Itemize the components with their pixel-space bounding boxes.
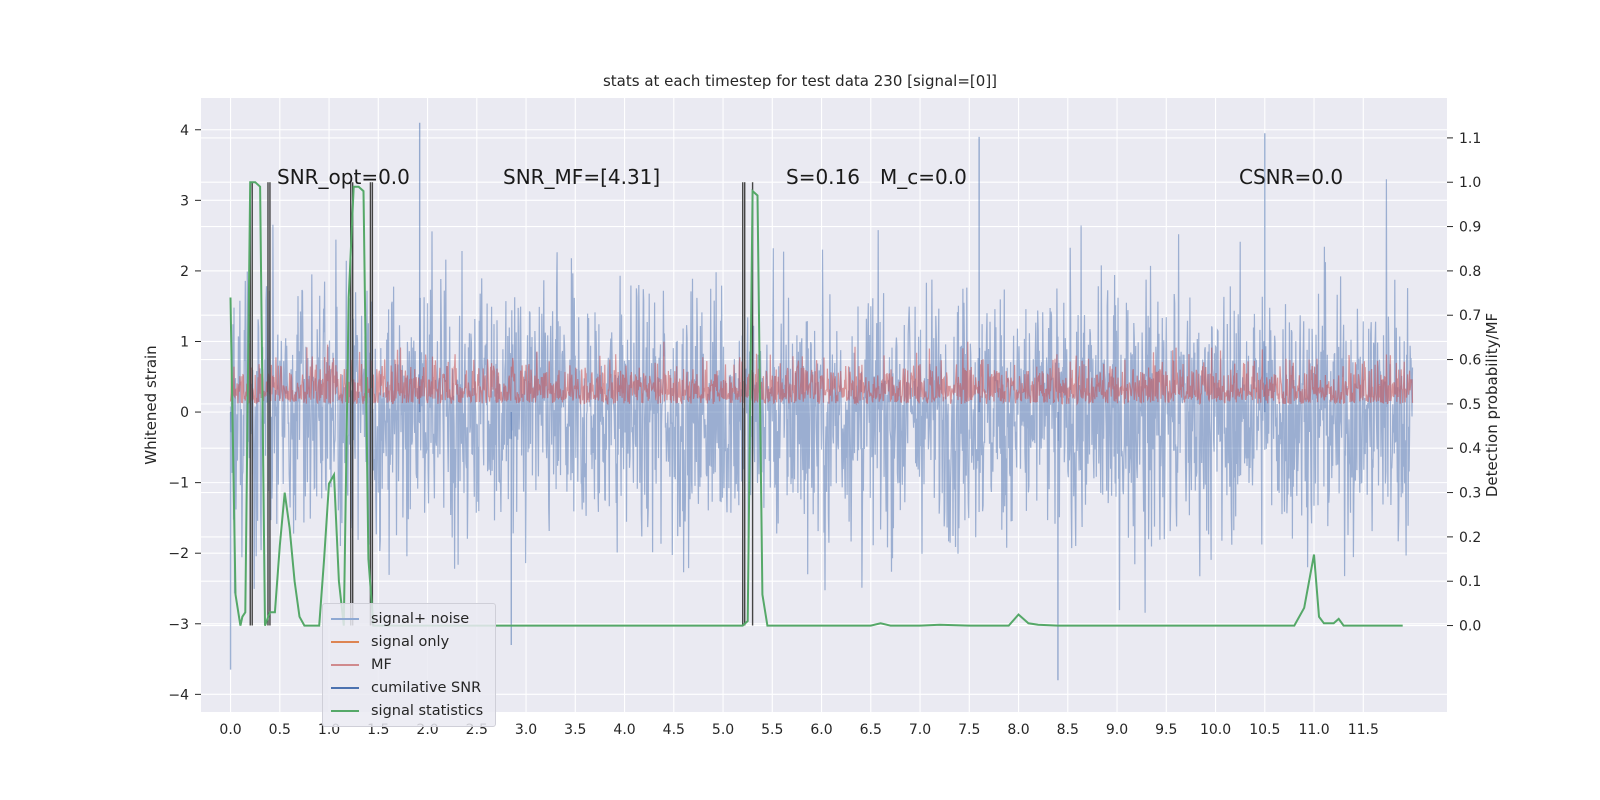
x-tick-label: 10.0 — [1200, 722, 1231, 738]
axis-ticks: 0.0 0.5 1.0 1.5 2.0 2.5 3.0 3.5 4.0 4.5 5.0 5.5 6.0 6… — [168, 123, 1481, 738]
y-tick-label-right: 0.6 — [1459, 353, 1481, 369]
y-axis-label-left: Whitened strain — [142, 345, 160, 464]
x-tick-label: 0.5 — [269, 722, 291, 738]
x-tick-label: 11.0 — [1298, 722, 1329, 738]
mf-line — [229, 341, 1414, 406]
stat-annotation: CSNR=0.0 — [1239, 165, 1343, 189]
y-tick-label-right: 0.9 — [1459, 220, 1481, 236]
legend-item: signal+ noise — [331, 608, 469, 630]
x-tick-label: 10.5 — [1249, 722, 1280, 738]
legend-label: cumilative SNR — [371, 680, 482, 696]
legend: signal+ noise signal only MF cumilative … — [322, 603, 496, 727]
legend-item: signal only — [331, 631, 449, 653]
stat-annotation: SNR_MF=[4.31] — [503, 165, 660, 189]
y-tick-label-right: 1.1 — [1459, 131, 1481, 147]
x-tick-label: 8.0 — [1007, 722, 1029, 738]
signal-noise-line — [229, 179, 1414, 613]
legend-swatch — [331, 710, 359, 712]
y-tick-label-right: 1.0 — [1459, 175, 1481, 191]
y-tick-label-left: −2 — [168, 546, 189, 562]
x-tick-label: 6.5 — [860, 722, 882, 738]
stat-annotation: SNR_opt=0.0 — [277, 165, 410, 189]
legend-swatch — [331, 664, 359, 666]
x-tick-label: 7.5 — [958, 722, 980, 738]
x-tick-label: 3.5 — [564, 722, 586, 738]
y-tick-label-right: 0.0 — [1459, 619, 1481, 635]
y-tick-label-left: 2 — [180, 264, 189, 280]
legend-label: MF — [371, 657, 392, 673]
x-tick-label: 5.0 — [712, 722, 734, 738]
x-tick-label: 4.0 — [613, 722, 635, 738]
legend-label: signal+ noise — [371, 611, 470, 627]
y-tick-label-left: −3 — [168, 617, 189, 633]
y-tick-label-right: 0.1 — [1459, 574, 1481, 590]
y-tick-label-right: 0.3 — [1459, 486, 1481, 502]
y-tick-label-right: 0.7 — [1459, 308, 1481, 324]
y-tick-label-left: −1 — [168, 476, 189, 492]
cumilative-snr-series — [249, 182, 754, 626]
y-tick-label-right: 0.5 — [1459, 397, 1481, 413]
legend-swatch — [331, 618, 359, 620]
x-tick-label: 5.5 — [761, 722, 783, 738]
signal-noise-series — [229, 122, 1414, 681]
y-tick-label-left: 0 — [180, 405, 189, 421]
stat-annotation: S=0.16 — [786, 165, 860, 189]
mf-series — [229, 341, 1414, 406]
legend-item: signal statistics — [331, 700, 483, 722]
legend-item: MF — [331, 654, 392, 676]
legend-swatch — [331, 687, 359, 689]
x-tick-label: 8.5 — [1057, 722, 1079, 738]
legend-label: signal statistics — [371, 703, 484, 719]
x-tick-label: 0.0 — [219, 722, 241, 738]
stat-annotation: M_c=0.0 — [880, 165, 967, 189]
legend-label: signal only — [371, 634, 450, 650]
y-tick-label-left: 3 — [180, 193, 189, 209]
x-tick-label: 4.5 — [663, 722, 685, 738]
y-tick-label-left: 1 — [180, 334, 189, 350]
x-tick-label: 6.0 — [810, 722, 832, 738]
y-tick-label-left: −4 — [168, 687, 189, 703]
y-tick-label-right: 0.8 — [1459, 264, 1481, 280]
x-tick-label: 9.5 — [1155, 722, 1177, 738]
annotations: SNR_opt=0.0 SNR_MF=[4.31] S=0.16 M_c=0.0 CSN… — [277, 165, 1343, 189]
x-tick-label: 11.5 — [1348, 722, 1379, 738]
legend-swatch — [331, 641, 359, 643]
chart-title: stats at each timestep for test data 230… — [602, 72, 998, 90]
y-tick-label-left: 4 — [180, 123, 189, 139]
x-tick-label: 3.0 — [515, 722, 537, 738]
x-tick-label: 7.0 — [909, 722, 931, 738]
y-axis-label-right: Detection probability/MF — [1483, 313, 1501, 497]
y-tick-label-right: 0.2 — [1459, 530, 1481, 546]
legend-item: cumilative SNR — [331, 677, 481, 699]
x-tick-label: 9.0 — [1106, 722, 1128, 738]
y-tick-label-right: 0.4 — [1459, 441, 1481, 457]
